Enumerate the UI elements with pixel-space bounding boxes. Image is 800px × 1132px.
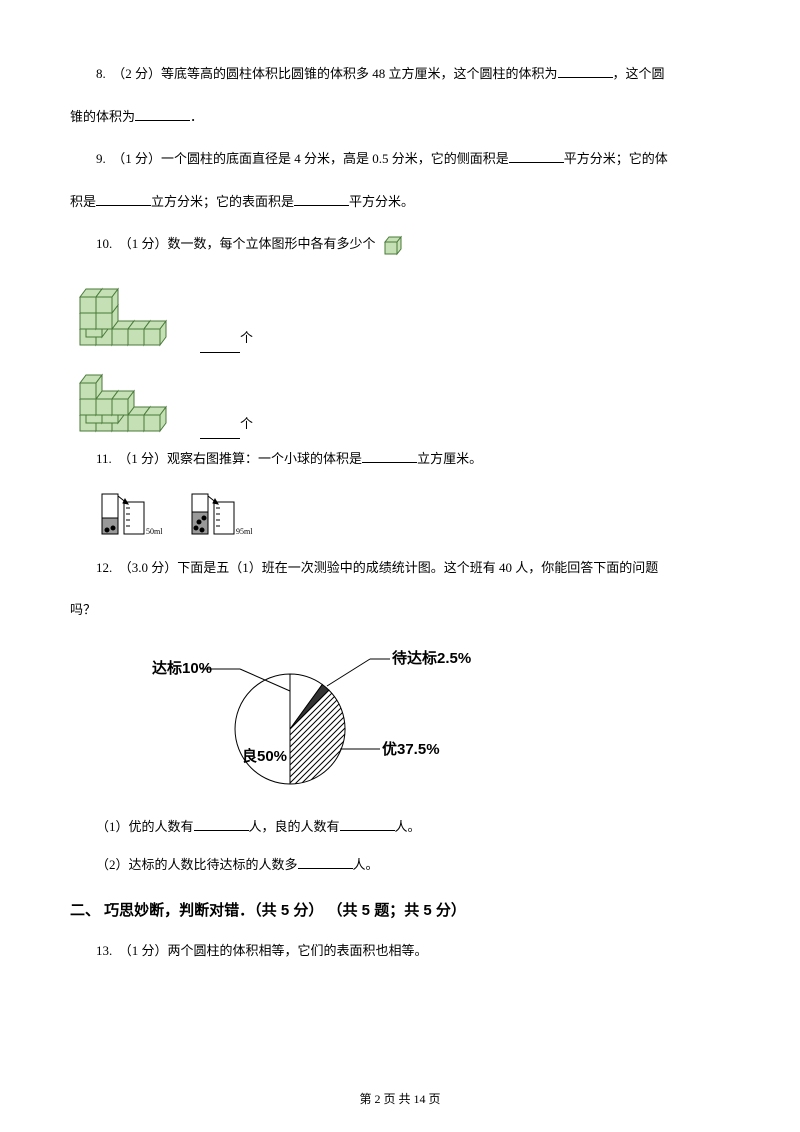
q12-num: 12. [96,560,112,575]
q12s1-b: 人，良的人数有 [249,819,340,834]
question-8-line2: 锥的体积为 ． [70,103,730,132]
q10-score: （1 分） [119,236,168,251]
q11-score: （1 分） [118,451,167,466]
q11-t1: 观察右图推算：一个小球的体积是 [167,451,362,466]
q10-blank-2[interactable] [200,425,240,439]
q9-l2c: 平方分米。 [349,194,414,209]
question-11: 11. （1 分）观察右图推算：一个小球的体积是 立方厘米。 [70,445,730,474]
q9-num: 9. [96,151,106,166]
q13-text: 两个圆柱的体积相等，它们的表面积也相等。 [168,943,428,958]
pie-label-dabiao: 达标10% [152,659,212,677]
q11-blank-1[interactable] [362,449,417,463]
q8-l2a: 锥的体积为 [70,109,135,124]
cyl-label-2: 95ml [236,527,253,536]
q12s2-blank-1[interactable] [298,855,353,869]
q12-l2: 吗？ [70,602,96,617]
q9-t1: 一个圆柱的底面直径是 4 分米，高是 0.5 分米，它的侧面积是 [161,151,509,166]
q12-sub-1: （1）优的人数有 人，良的人数有 人。 [70,813,730,842]
cylinders-figure: 50ml 95ml [94,488,730,540]
cube-figure-2: 个 [70,359,730,439]
q8-t1: 等底等高的圆柱体积比圆锥的体积多 48 立方厘米，这个圆柱的体积为 [161,66,558,81]
pie-chart-icon: 达标10% 待达标2.5% 优37.5% 良50% [130,639,490,799]
question-9-line2: 积是 立方分米；它的表面积是 平方分米。 [70,188,730,217]
pie-label-pending: 待达标2.5% [392,649,471,667]
pie-chart: 达标10% 待达标2.5% 优37.5% 良50% [130,639,730,799]
q9-l2b: 立方分米；它的表面积是 [151,194,294,209]
cyl-label-1: 50ml [146,527,163,536]
page-footer: 第 2 页 共 14 页 [0,1086,800,1112]
single-cube-icon [379,233,403,257]
cube-stack-2-icon [70,359,200,439]
question-9: 9. （1 分）一个圆柱的底面直径是 4 分米，高是 0.5 分米，它的侧面积是… [70,145,730,174]
q13-score: （1 分） [119,943,168,958]
q12-t1: 下面是五（1）班在一次测验中的成绩统计图。这个班有 40 人，你能回答下面的问题 [177,560,658,575]
q10-unit-1: 个 [240,324,253,353]
q10-text: 数一数，每个立体图形中各有多少个 [168,236,376,251]
pie-label-liang: 良50% [242,747,287,765]
q10-unit-2: 个 [240,410,253,439]
q10-num: 10. [96,236,112,251]
q13-num: 13. [96,943,112,958]
q12s1-c: 人。 [395,819,421,834]
cube-stack-1-icon [70,273,200,353]
q12s1-blank-1[interactable] [194,817,249,831]
q12s1-a: 优的人数有 [129,819,194,834]
q12-sub-2: （2）达标的人数比待达标的人数多 人。 [70,851,730,880]
question-8: 8. （2 分）等底等高的圆柱体积比圆锥的体积多 48 立方厘米，这个圆柱的体积… [70,60,730,89]
q12s2-a: 达标的人数比待达标的人数多 [129,857,298,872]
q9-score: （1 分） [112,151,161,166]
q8-blank-2[interactable] [135,107,190,121]
q9-blank-2[interactable] [96,192,151,206]
q12s1-num: （1） [96,819,129,834]
q9-t2: 平方分米；它的体 [564,151,668,166]
q8-blank-1[interactable] [558,64,613,78]
q9-blank-3[interactable] [294,192,349,206]
question-10: 10. （1 分）数一数，每个立体图形中各有多少个 [70,230,730,259]
q9-l2a: 积是 [70,194,96,209]
question-12: 12. （3.0 分）下面是五（1）班在一次测验中的成绩统计图。这个班有 40 … [70,554,730,583]
q12s2-num: （2） [96,857,129,872]
q12s1-blank-2[interactable] [340,817,395,831]
question-12-line2: 吗？ [70,596,730,625]
q8-score: （2 分） [112,66,161,81]
q12s2-b: 人。 [353,857,379,872]
q11-num: 11. [96,451,112,466]
q12-score: （3.0 分） [119,560,178,575]
cube-figure-1: 个 [70,273,730,353]
question-13: 13. （1 分）两个圆柱的体积相等，它们的表面积也相等。 [70,937,730,966]
q8-l2b: ． [190,109,203,124]
measuring-cylinders-icon: 50ml 95ml [94,488,294,540]
section-2-heading: 二、 巧思妙断，判断对错．（共 5 分） （共 5 题；共 5 分） [70,894,730,927]
q8-num: 8. [96,66,106,81]
q8-t2: ，这个圆 [613,66,665,81]
q10-blank-1[interactable] [200,339,240,353]
q11-t2: 立方厘米。 [417,451,482,466]
pie-label-you: 优37.5% [382,740,440,758]
q9-blank-1[interactable] [509,149,564,163]
